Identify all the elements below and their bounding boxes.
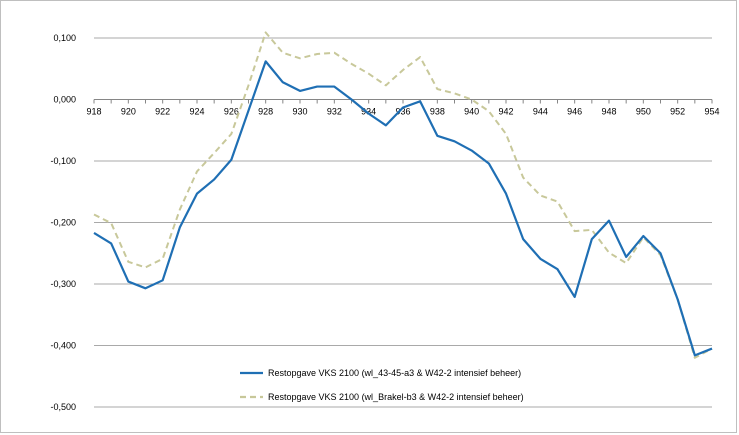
x-tick-label: 936	[395, 107, 410, 117]
y-tick-label: -0,100	[50, 156, 76, 166]
y-tick-label: -0,500	[50, 402, 76, 412]
legend-label-1: Restopgave VKS 2100 (wl_43-45-a3 & W42-2…	[268, 368, 521, 378]
y-tick-label: 0,000	[53, 95, 76, 105]
x-tick-label: 940	[464, 107, 479, 117]
y-tick-label: -0,200	[50, 218, 76, 228]
x-tick-label: 920	[121, 107, 136, 117]
gridlines	[94, 37, 712, 408]
x-tick-label: 918	[86, 107, 101, 117]
x-tick-label: 924	[189, 107, 204, 117]
x-tick-label: 952	[670, 107, 685, 117]
x-tick-label: 948	[601, 107, 616, 117]
x-tick-label: 954	[704, 107, 719, 117]
x-tick-label: 944	[533, 107, 548, 117]
x-tick-label: 930	[292, 107, 307, 117]
y-axis: 0,100 0,000 -0,100 -0,200 -0,300 -0,400 -0,500	[50, 33, 76, 412]
series-lines	[93, 31, 713, 359]
x-axis: 918 920 922 924 926 928 930 932 934 936 938 940 942 9…	[86, 99, 720, 117]
legend-label-2: Restopgave VKS 2100 (wl_Brakel-b3 & W42-…	[268, 392, 524, 402]
x-tick-label: 932	[327, 107, 342, 117]
series-line-2	[93, 31, 713, 359]
x-tick-label: 934	[361, 107, 376, 117]
legend: Restopgave VKS 2100 (wl_43-45-a3 & W42-2…	[240, 368, 524, 402]
x-tick-label: 928	[258, 107, 273, 117]
x-tick-label: 926	[224, 107, 239, 117]
series-line-1	[93, 60, 713, 357]
x-tick-label: 950	[636, 107, 651, 117]
y-tick-label: -0,400	[50, 341, 76, 351]
x-tick-label: 938	[430, 107, 445, 117]
x-tick-label: 946	[567, 107, 582, 117]
x-tick-label: 922	[155, 107, 170, 117]
x-tick-label: 942	[498, 107, 513, 117]
y-tick-label: 0,100	[53, 33, 76, 43]
y-tick-label: -0,300	[50, 279, 76, 289]
